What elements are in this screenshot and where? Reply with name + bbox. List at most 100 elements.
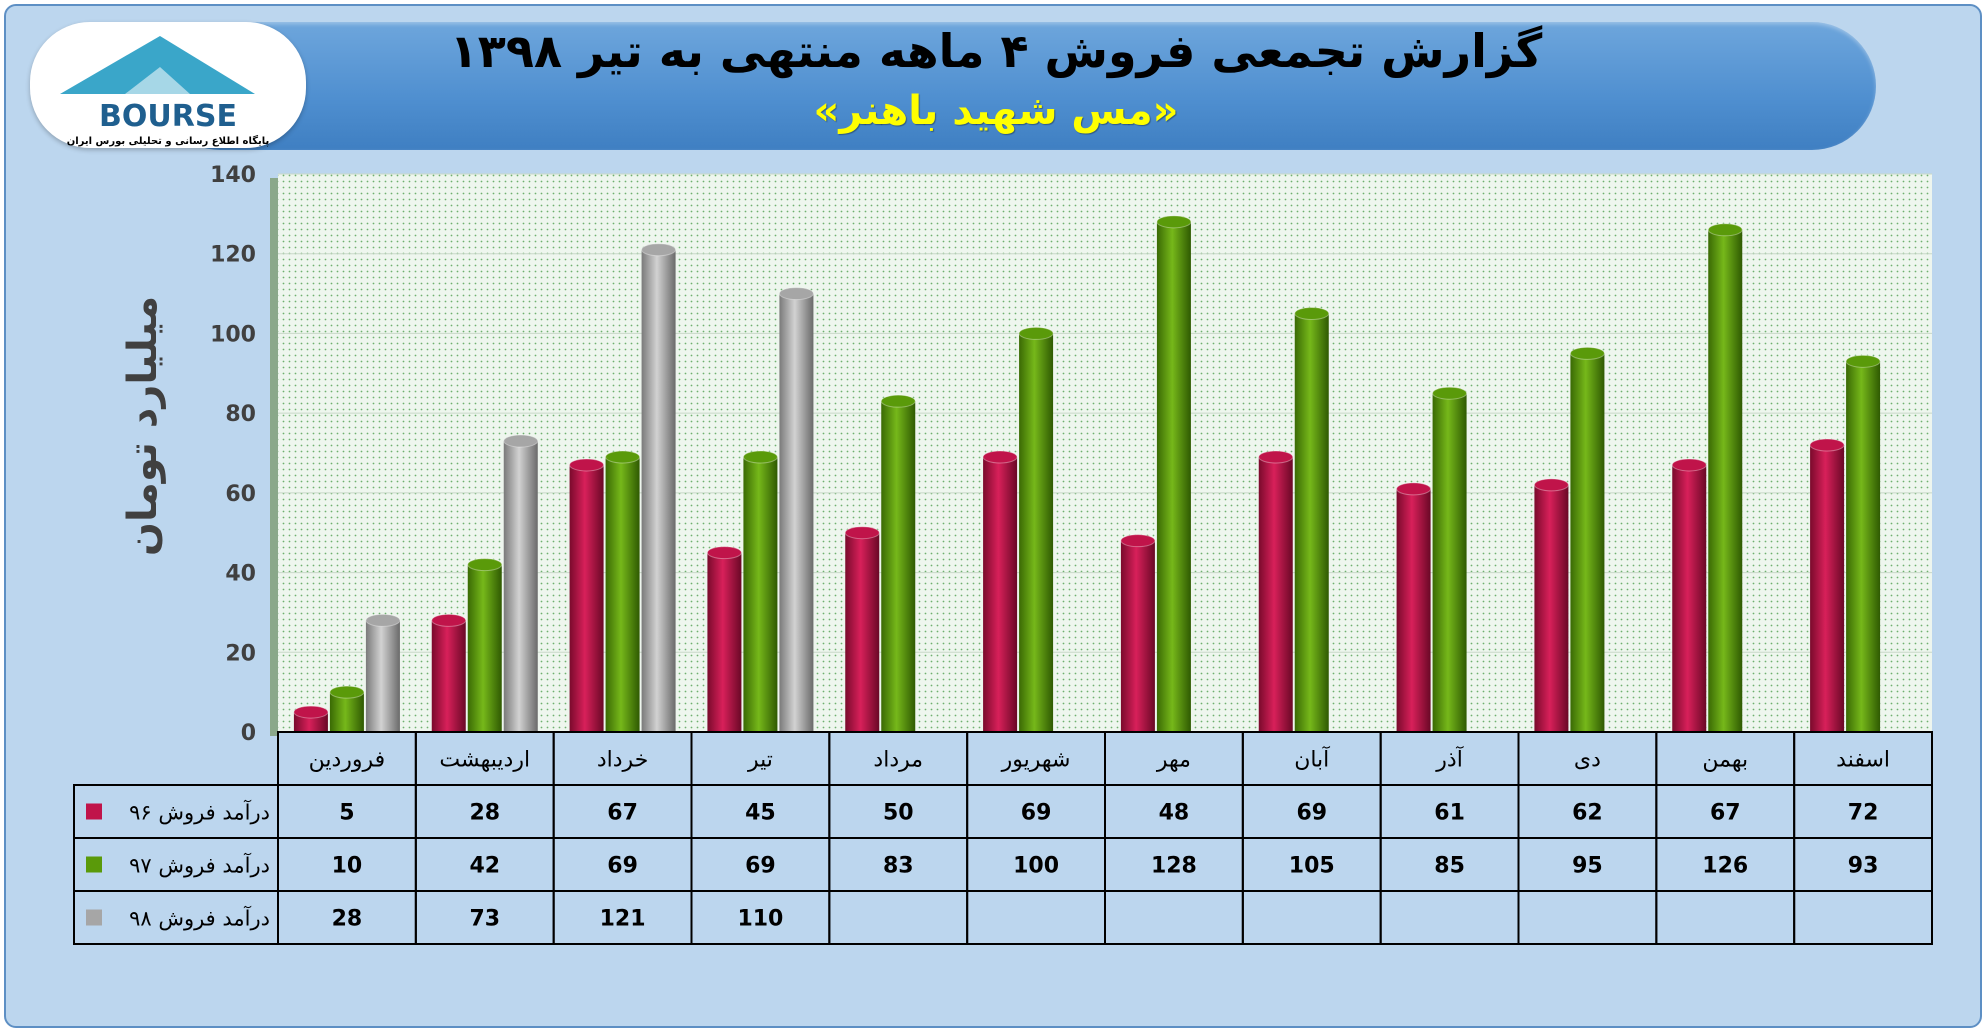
logo-tagline: پایگاه اطلاع رسانی و تحلیلی بورس ایران [67,134,270,147]
bar [779,293,814,732]
table-cell [966,890,1107,945]
bar-chart: 0 20 40 60 80 100 120 140 فروردین اردیبهشت خرداد ت… [73,163,1933,945]
legend-label: درآمد فروش ۹۸ [129,906,270,931]
bar-cap [467,558,503,572]
bar [1432,393,1467,732]
bar [1019,333,1054,732]
legend-swatch [86,909,102,926]
x-tick-label: تیر [747,748,773,773]
bar [431,620,466,732]
bar-cap [706,546,742,560]
bar [1810,445,1845,732]
bar [569,464,604,732]
bar [983,456,1018,732]
bar-cap [569,458,605,472]
data-label: 73 [469,907,500,932]
bar-cap [1707,223,1743,237]
bar-cap [1809,438,1845,452]
bar-cap [742,450,778,464]
data-label: 93 [1848,854,1879,879]
plot-area [278,174,1932,732]
bar [845,532,880,732]
bar [503,441,538,732]
bar [1846,361,1881,732]
bar [1570,353,1605,732]
bar-cap [431,613,467,627]
table-cell [1241,890,1382,945]
x-tick-label: بهمن [1702,748,1748,773]
x-tick-label: آذر [1435,746,1463,773]
table-cell [1379,890,1520,945]
legend-label: درآمد فروش ۹۶ [129,800,270,825]
y-tick-label: 120 [210,243,256,268]
bar-cap [365,613,401,627]
bar [329,692,364,732]
bar [1156,221,1191,733]
y-tick-label: 60 [225,482,256,507]
y-axis-label: میلیارد تومان [120,296,166,556]
logo-mountain-shape [60,36,255,94]
bar-cap [1258,450,1294,464]
data-label: 121 [600,907,646,932]
y-tick-label: 0 [241,721,256,746]
bar-cap [1018,326,1054,340]
logo-graphic: BOURSE پایگاه اطلاع رسانی و تحلیلی بورس … [60,36,270,147]
bar-cap [329,685,365,699]
bar-cap [982,450,1018,464]
bar-cap [503,434,539,448]
bar-cap [1432,386,1468,400]
bar-cap [293,705,329,719]
x-tick-label: دی [1574,748,1601,773]
table-cell [1104,890,1244,945]
data-label: 95 [1572,854,1603,879]
bar-cap [1845,354,1881,368]
bar-cap [880,394,916,408]
bar [467,564,502,732]
data-label: 83 [883,854,914,879]
bar [1396,488,1431,732]
data-label: 126 [1702,854,1748,879]
data-label: 62 [1572,801,1603,826]
bar [1294,313,1329,732]
plot-side-wall [270,178,278,736]
bar [1258,456,1293,732]
data-label: 69 [1296,801,1327,826]
y-tick-label: 80 [225,402,256,427]
bar [605,456,640,732]
bar [881,401,916,732]
data-label: 5 [339,801,354,826]
y-tick-label: 140 [210,163,256,188]
data-label: 67 [607,801,638,826]
data-label: 110 [737,907,783,932]
bourse-logo: BOURSE پایگاه اطلاع رسانی و تحلیلی بورس … [30,22,306,148]
data-label: 10 [332,854,363,879]
bar [1672,464,1707,732]
x-tick-label: شهریور [1001,748,1071,773]
bar [1708,229,1743,733]
legend-swatch [86,803,102,820]
table-cell [1655,890,1796,945]
table-cell [828,890,969,945]
legend-label: درآمد فروش ۹۷ [129,853,270,878]
data-label: 100 [1013,854,1059,879]
data-label: 61 [1434,801,1465,826]
bar-cap [1294,307,1330,320]
bar [743,456,778,732]
data-label: 85 [1434,854,1465,879]
bar-cap [605,450,641,464]
data-label: 69 [745,854,776,879]
x-tick-label: اردیبهشت [439,748,530,773]
data-label: 42 [469,854,500,879]
data-label: 69 [1021,801,1052,826]
bar-cap [1671,458,1707,472]
data-label: 48 [1159,801,1190,826]
data-label: 45 [745,801,776,826]
data-label: 28 [332,907,363,932]
bar-cap [1396,482,1432,496]
chart-title: گزارش تجمعی فروش ۴ ماهه منتهی به تیر ۱۳۹… [449,24,1543,78]
data-label: 28 [469,801,500,826]
data-label: 50 [883,801,914,826]
data-label: 128 [1151,854,1197,879]
data-label: 67 [1710,801,1741,826]
bar-cap [1569,346,1605,360]
